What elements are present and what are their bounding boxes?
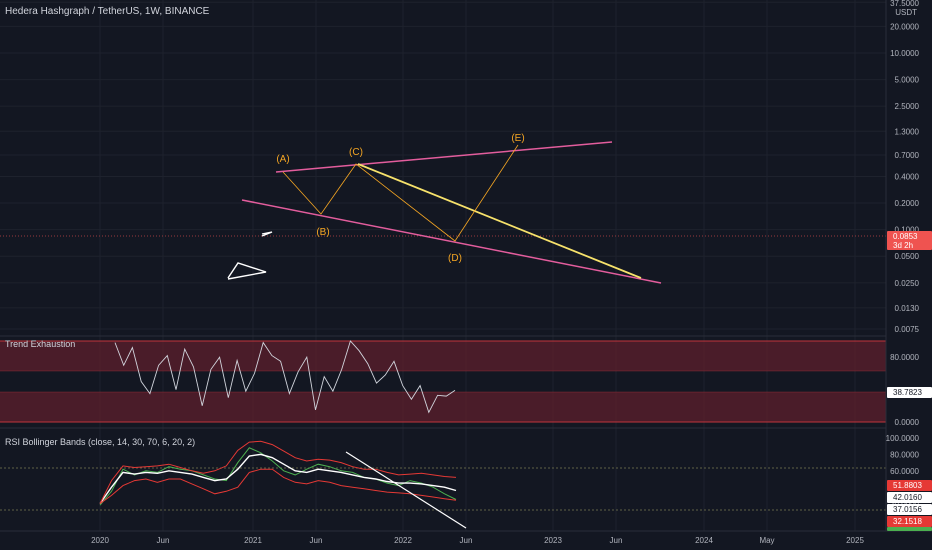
trend-exhaustion-line — [114, 340, 456, 414]
price-tick-label: 37.5000 — [890, 0, 919, 8]
trend-exhaustion-label[interactable]: Trend Exhaustion — [5, 339, 76, 349]
upper-band — [0, 341, 886, 371]
wave-path[interactable] — [282, 144, 519, 242]
rsi-tick-label: 100.0000 — [886, 434, 920, 443]
wave-labels: (A) (B) (C) (D) (E) — [276, 133, 524, 264]
wave-label-c: (C) — [349, 147, 363, 158]
time-tick-label: 2024 — [695, 536, 713, 545]
time-axis[interactable]: 2020 Jun 2021 Jun 2022 Jun 2023 Jun 2024 May 2025 — [91, 536, 864, 545]
rsi-series-upper — [99, 440, 457, 504]
time-tick-label: May — [759, 536, 774, 545]
currency-label: USDT — [895, 8, 917, 17]
price-pane[interactable]: (A) (B) (C) (D) (E) — [0, 0, 886, 284]
te-tick-label: 0.0000 — [895, 418, 920, 427]
current-price-tag-text: 3d 2h — [893, 241, 913, 250]
price-tick-label: 1.3000 — [895, 127, 920, 136]
price-axis[interactable]: USDT 37.5000 20.0000 10.0000 5.0000 2.5000 1.… — [890, 0, 919, 334]
rsi-tick-label: 60.0000 — [890, 467, 919, 476]
price-tick-label: 2.5000 — [895, 102, 920, 111]
te-value-tag-bg — [887, 387, 932, 398]
price-tick-label: 0.2000 — [895, 199, 920, 208]
current-price-tag-bg — [887, 231, 932, 250]
time-tick-label: Jun — [310, 536, 323, 545]
rsi-tag-4-bg — [887, 527, 932, 531]
rsi-bollinger-pane[interactable] — [0, 440, 886, 529]
rsi-tag-1-text: 42.0160 — [893, 493, 922, 502]
lower-trendline[interactable] — [241, 199, 662, 284]
rsi-tag-1-bg — [887, 492, 932, 503]
rsi-bollinger-label[interactable]: RSI Bollinger Bands (close, 14, 30, 70, … — [5, 437, 196, 447]
wave-label-e: (E) — [511, 133, 524, 144]
wave-label-d: (D) — [448, 253, 462, 264]
price-tick-label: 0.0500 — [895, 252, 920, 261]
time-tick-label: Jun — [157, 536, 170, 545]
drawings — [0, 141, 886, 284]
upper-trendline[interactable] — [275, 141, 613, 173]
wave-label-b: (B) — [316, 227, 329, 238]
price-tick-label: 5.0000 — [895, 76, 920, 85]
rsi-lines — [99, 440, 457, 506]
descending-trendline[interactable] — [357, 163, 642, 279]
triangle-pattern-small[interactable] — [261, 231, 273, 237]
rsi-series-rsi — [99, 447, 457, 506]
price-tick-label: 0.4000 — [895, 172, 920, 181]
rsi-tag-0-bg — [887, 480, 932, 491]
time-tick-label: 2025 — [846, 536, 864, 545]
trend-exhaustion-pane[interactable] — [0, 340, 886, 423]
price-tick-label: 0.1000 — [895, 226, 920, 235]
wave-label-a: (A) — [276, 154, 289, 165]
trend-exhaustion-series — [114, 340, 456, 414]
rsi-tag-2-bg — [887, 504, 932, 515]
te-value-tag-text: 38.7823 — [893, 388, 922, 397]
rsi-series-lower — [99, 468, 457, 505]
time-tick-label: Jun — [460, 536, 473, 545]
lower-band — [0, 392, 886, 422]
time-tick-label: 2023 — [544, 536, 562, 545]
grid — [0, 0, 886, 531]
price-tick-label: 10.0000 — [890, 49, 919, 58]
price-tick-label: 20.0000 — [890, 22, 919, 31]
time-tick-label: 2022 — [394, 536, 412, 545]
rsi-tag-0-text: 51.8803 — [893, 481, 922, 490]
symbol-title[interactable]: Hedera Hashgraph / TetherUS, 1W, BINANCE — [5, 6, 210, 17]
price-tick-label: 0.7000 — [895, 151, 920, 160]
rsi-tick-label: 80.0000 — [890, 450, 919, 459]
price-tick-label: 0.0075 — [895, 325, 920, 334]
time-tick-label: 2020 — [91, 536, 109, 545]
current-price-tag-text: 0.0853 — [893, 232, 918, 241]
trend-exhaustion-axis[interactable]: 80.0000 0.0000 — [890, 353, 919, 427]
rsi-trendline — [345, 451, 467, 529]
te-tick-label: 80.0000 — [890, 353, 919, 362]
rsi-tag-2-text: 37.0156 — [893, 505, 922, 514]
triangle-pattern-large[interactable] — [227, 262, 267, 280]
price-tick-label: 0.0130 — [895, 304, 920, 313]
rsi-tag-3-bg — [887, 516, 932, 527]
time-tick-label: Jun — [610, 536, 623, 545]
time-tick-label: 2021 — [244, 536, 262, 545]
price-tick-label: 0.0250 — [895, 279, 920, 288]
rsi-series-basis — [99, 453, 457, 505]
rsi-tag-3-text: 32.1518 — [893, 517, 922, 526]
